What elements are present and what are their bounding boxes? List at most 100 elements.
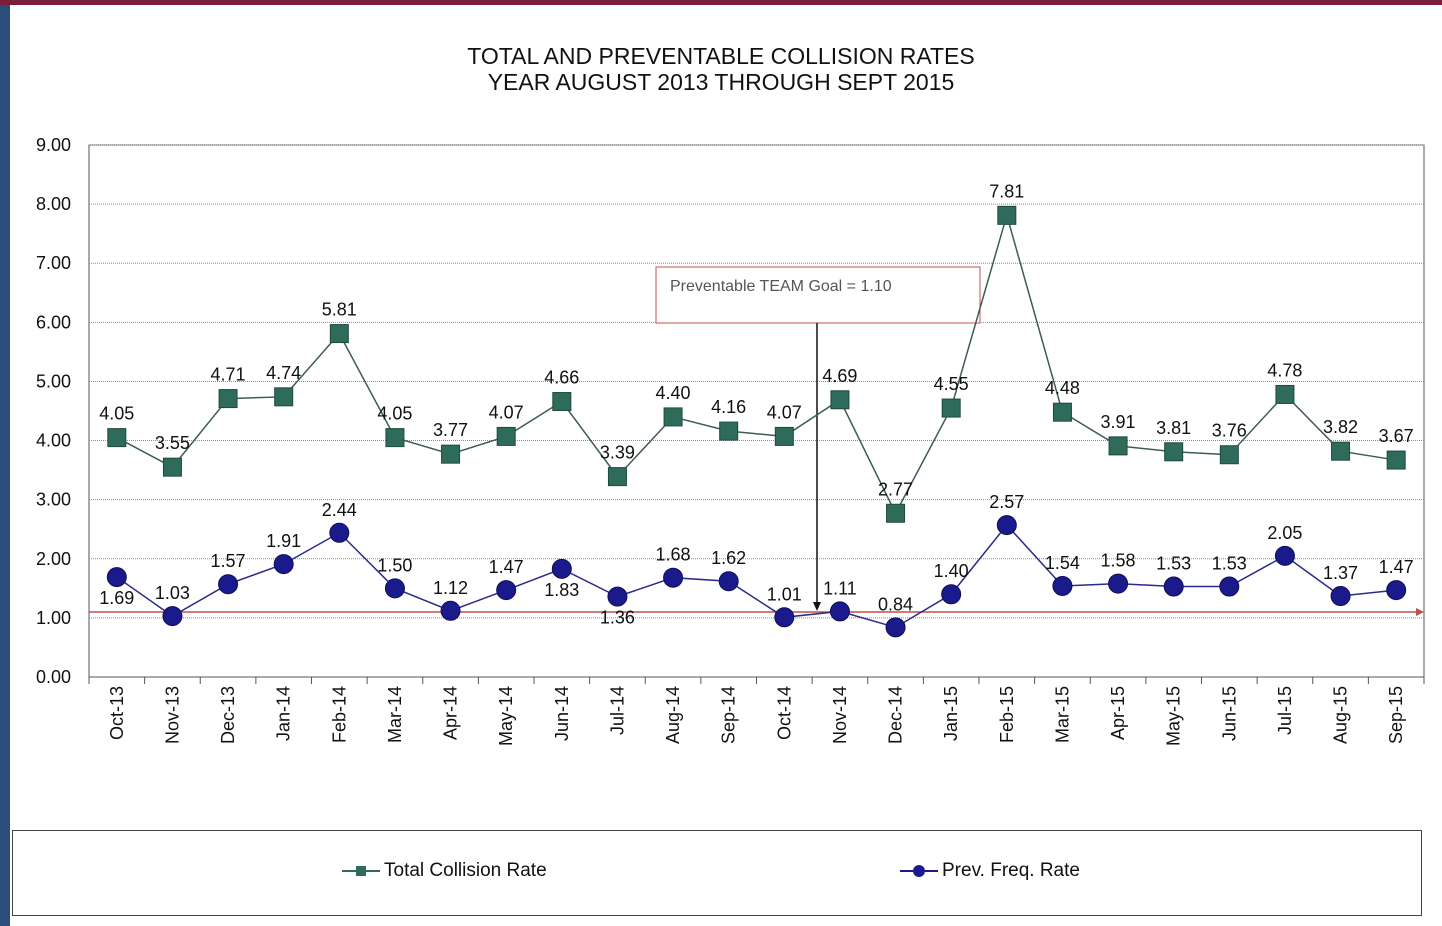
total-collision-point [663,407,683,427]
prev-freq-point [829,601,850,622]
prev-freq-point [663,567,684,588]
total-collision-label: 3.76 [1212,421,1247,441]
total-collision-label: 2.77 [878,479,913,499]
prev-freq-point [1386,580,1407,601]
total-collision-point [997,205,1017,225]
total-collision-label: 4.55 [934,374,969,394]
prev-freq-point [1163,576,1184,597]
y-tick-label: 4.00 [36,431,71,451]
x-tick-label: Oct-13 [107,686,127,740]
total-collision-label: 4.07 [489,402,524,422]
legend-item-prev-freq-rate: Prev. Freq. Rate [900,860,1080,882]
chart-title: TOTAL AND PREVENTABLE COLLISION RATES [467,43,975,69]
total-collision-point [496,426,516,446]
total-collision-label: 7.81 [989,181,1024,201]
prev-freq-point [1274,545,1295,566]
x-tick-label: Dec-13 [218,686,238,744]
total-collision-point [1052,402,1072,422]
x-tick-label: Jun-14 [552,686,572,741]
x-tick-label: Aug-15 [1331,686,1351,744]
goal-annotation-text: Preventable TEAM Goal = 1.10 [670,278,892,295]
y-tick-label: 2.00 [36,549,71,569]
total-collision-label: 4.40 [656,383,691,403]
prev-freq-label: 1.62 [711,548,746,568]
prev-freq-label: 1.57 [211,551,246,571]
prev-freq-label: 0.84 [878,594,913,614]
prev-freq-label: 1.50 [377,555,412,575]
total-collision-point [774,426,794,446]
total-collision-point [1164,442,1184,462]
prev-freq-label: 1.47 [1379,557,1414,577]
total-collision-label: 3.77 [433,420,468,440]
total-collision-point [1108,436,1128,456]
x-tick-label: Sep-14 [719,686,739,744]
total-collision-label: 3.39 [600,443,635,463]
prev-freq-label: 1.01 [767,584,802,604]
x-tick-label: Mar-14 [385,686,405,743]
x-tick-label: Dec-14 [886,686,906,744]
prev-freq-point [218,574,239,595]
prev-freq-point [273,554,294,575]
prev-freq-label: 1.69 [99,588,134,608]
legend [12,830,1422,916]
x-tick-label: Apr-14 [441,686,461,740]
prev-freq-point [329,522,350,543]
y-tick-label: 5.00 [36,371,71,391]
x-tick-label: Feb-15 [997,686,1017,743]
y-tick-label: 8.00 [36,194,71,214]
total-collision-point [886,503,906,523]
x-tick-label: Nov-14 [830,686,850,744]
total-collision-point [941,398,961,418]
legend-item-total-collision-rate: Total Collision Rate [342,860,547,882]
y-tick-label: 6.00 [36,312,71,332]
total-collision-point [385,428,405,448]
total-collision-point [162,457,182,477]
total-collision-point [1331,441,1351,461]
y-tick-label: 7.00 [36,253,71,273]
chart-subtitle: YEAR AUGUST 2013 THROUGH SEPT 2015 [487,69,955,95]
total-collision-label: 4.69 [822,366,857,386]
total-collision-label: 3.55 [155,433,190,453]
plot-area [88,144,1425,678]
prev-freq-point [941,584,962,605]
prev-freq-point [384,578,405,599]
total-collision-label: 4.74 [266,363,301,383]
prev-freq-point [496,580,517,601]
prev-freq-point [885,617,906,638]
prev-freq-label: 2.44 [322,500,357,520]
prev-freq-label: 2.05 [1267,523,1302,543]
prev-freq-point [440,600,461,621]
circle-marker-icon [900,864,938,878]
x-tick-label: Oct-14 [774,686,794,740]
total-collision-point [329,324,349,344]
square-marker-icon [342,864,380,878]
total-collision-label: 4.78 [1267,360,1302,380]
total-collision-label: 3.81 [1156,418,1191,438]
total-collision-point [1386,450,1406,470]
prev-freq-point [1108,573,1129,594]
total-collision-point [274,387,294,407]
prev-freq-label: 1.58 [1101,551,1136,571]
total-collision-point [830,390,850,410]
prev-freq-label: 1.47 [489,557,524,577]
prev-freq-label: 1.12 [433,578,468,598]
total-collision-point [607,467,627,487]
prev-freq-point [774,607,795,628]
total-collision-label: 3.67 [1379,426,1414,446]
prev-freq-label: 1.40 [934,561,969,581]
goal-annotation-box [655,266,981,324]
prev-freq-label: 1.53 [1156,554,1191,574]
total-collision-label: 4.05 [377,404,412,424]
legend-label-prev: Prev. Freq. Rate [942,860,1080,881]
x-tick-label: Mar-15 [1052,686,1072,743]
prev-freq-label: 1.83 [544,580,579,600]
prev-freq-label: 1.11 [823,578,857,598]
x-tick-label: Jan-15 [941,686,961,741]
x-tick-label: Jul-14 [607,686,627,735]
total-collision-label: 4.71 [211,365,246,385]
total-collision-label: 4.05 [99,404,134,424]
x-tick-label: Nov-13 [162,686,182,744]
x-tick-label: Sep-15 [1386,686,1406,744]
total-collision-point [107,428,127,448]
